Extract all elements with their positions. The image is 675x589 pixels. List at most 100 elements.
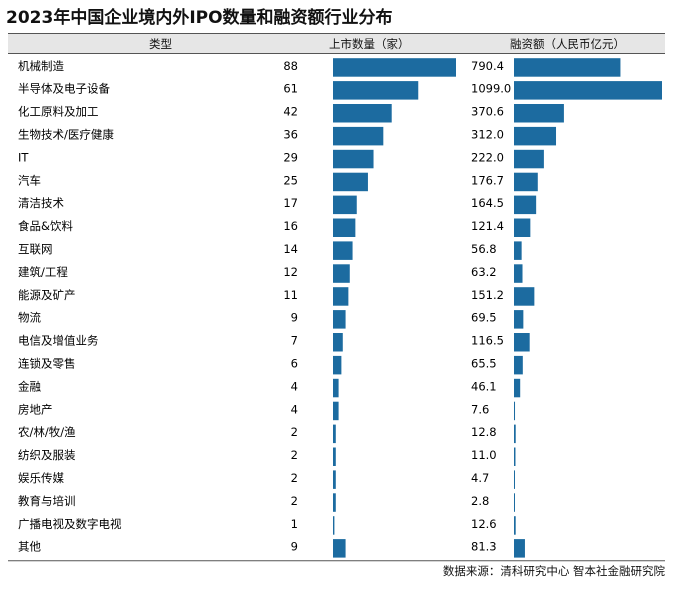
financing-label: 151.2: [471, 288, 504, 302]
financing-bar: [514, 172, 538, 192]
financing-label: 121.4: [471, 219, 504, 233]
ipo-count-label: 17: [283, 196, 298, 210]
financing-bar: [514, 81, 662, 100]
category-label: 教育与培训: [18, 494, 76, 508]
financing-bar: [514, 539, 525, 558]
ipo-count-label: 4: [291, 379, 298, 393]
financing-bar: [514, 287, 535, 306]
category-label: 广播电视及数字电视: [18, 517, 122, 531]
category-label: 机械制造: [18, 59, 64, 73]
financing-bar: [514, 195, 537, 215]
category-label: 物流: [18, 311, 41, 325]
financing-label: 63.2: [471, 265, 497, 279]
ipo-count-bar: [333, 264, 350, 283]
data-source: 数据来源：清科研究中心 智本社金融研究院: [442, 564, 665, 578]
ipo-count-bar: [333, 172, 368, 192]
header-category: 类型: [149, 37, 172, 51]
ipo-count-label: 2: [291, 494, 298, 508]
financing-label: 56.8: [471, 242, 497, 256]
ipo-count-label: 9: [291, 311, 298, 325]
financing-label: 222.0: [471, 150, 504, 164]
category-label: 化工原料及加工: [18, 105, 99, 119]
financing-label: 12.8: [471, 425, 497, 439]
ipo-count-bar: [333, 195, 357, 215]
ipo-count-bar: [333, 539, 346, 558]
ipo-count-label: 36: [283, 127, 298, 141]
ipo-count-label: 7: [291, 334, 298, 348]
category-label: 互联网: [18, 242, 53, 256]
ipo-count-bar: [333, 126, 384, 146]
ipo-count-label: 29: [283, 150, 298, 164]
ipo-count-label: 12: [283, 265, 298, 279]
ipo-count-bar: [333, 516, 335, 535]
financing-label: 312.0: [471, 127, 504, 141]
header-financing: 融资额（人民币亿元）: [510, 37, 625, 51]
ipo-count-label: 6: [291, 356, 298, 370]
financing-label: 65.5: [471, 356, 497, 370]
financing-label: 116.5: [471, 334, 504, 348]
financing-bar: [514, 470, 515, 489]
financing-label: 4.7: [471, 471, 489, 485]
ipo-count-bar: [333, 241, 353, 260]
ipo-count-bar: [333, 378, 339, 398]
financing-bar: [514, 401, 516, 421]
category-label: 金融: [18, 379, 41, 393]
financing-bar: [514, 264, 523, 283]
financing-label: 11.0: [471, 448, 497, 462]
financing-label: 12.6: [471, 517, 497, 531]
ipo-count-label: 1: [291, 517, 298, 531]
financing-label: 7.6: [471, 402, 489, 416]
financing-bar: [514, 218, 531, 237]
category-label: 半导体及电子设备: [18, 82, 110, 96]
financing-label: 790.4: [471, 59, 504, 73]
ipo-count-label: 2: [291, 425, 298, 439]
financing-bar: [514, 447, 516, 466]
financing-label: 81.3: [471, 540, 497, 554]
ipo-count-bar: [333, 81, 419, 100]
ipo-count-bar: [333, 470, 336, 489]
category-label: 清洁技术: [18, 196, 64, 210]
financing-bar: [514, 333, 530, 352]
ipo-count-label: 88: [283, 59, 298, 73]
financing-bar: [514, 493, 515, 512]
financing-bar: [514, 378, 521, 398]
financing-label: 2.8: [471, 494, 489, 508]
financing-label: 1099.0: [471, 82, 511, 96]
category-label: 电信及增值业务: [18, 334, 99, 348]
ipo-count-label: 16: [283, 219, 298, 233]
ipo-count-label: 4: [291, 402, 298, 416]
table-header: 类型 上市数量（家） 融资额（人民币亿元）: [8, 33, 665, 54]
ipo-count-label: 11: [283, 288, 298, 302]
category-label: 生物技术/医疗健康: [18, 127, 114, 141]
ipo-count-bar: [333, 58, 456, 77]
ipo-count-label: 2: [291, 448, 298, 462]
financing-bar: [514, 58, 621, 77]
ipo-count-label: 14: [283, 242, 298, 256]
financing-bar: [514, 516, 516, 535]
ipo-count-label: 25: [283, 173, 298, 187]
financing-bar: [514, 424, 516, 444]
category-label: 房地产: [18, 402, 53, 416]
ipo-count-label: 2: [291, 471, 298, 485]
ipo-count-label: 42: [283, 105, 298, 119]
category-label: 连锁及零售: [18, 356, 76, 370]
financing-label: 69.5: [471, 311, 497, 325]
category-label: 能源及矿产: [18, 288, 76, 302]
category-label: 娱乐传媒: [18, 471, 64, 485]
ipo-count-bar: [333, 310, 346, 329]
chart-title: 2023年中国企业境内外IPO数量和融资额行业分布: [6, 8, 393, 28]
financing-label: 370.6: [471, 105, 504, 119]
header-ipo-count: 上市数量（家）: [329, 37, 410, 51]
ipo-count-label: 61: [283, 82, 298, 96]
financing-bar: [514, 241, 522, 260]
ipo-count-bar: [333, 218, 356, 237]
ipo-count-bar: [333, 149, 374, 169]
financing-bar: [514, 355, 523, 375]
category-label: 其他: [18, 540, 41, 554]
financing-bar: [514, 310, 524, 329]
ipo-count-bar: [333, 104, 392, 123]
category-label: 纺织及服装: [18, 448, 76, 462]
financing-label: 46.1: [471, 379, 497, 393]
category-label: 汽车: [18, 173, 41, 187]
